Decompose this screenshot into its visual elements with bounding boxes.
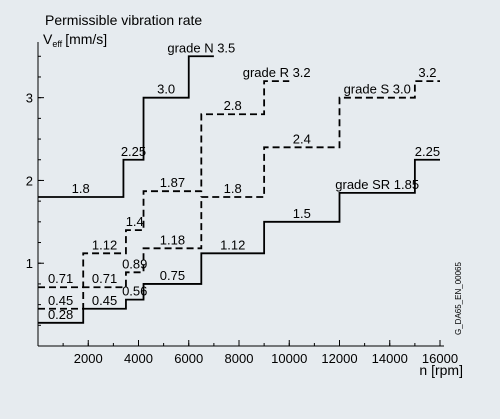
data-label-grade-sr: 1.5 — [293, 206, 311, 221]
data-label-grade-s: 1.8 — [224, 181, 242, 196]
data-label-grade-n: 1.8 — [72, 181, 90, 196]
axes: 2000 4000 6000 8000 10000 12000 14000 16000 1 2 3 — [26, 42, 458, 366]
data-label-grade-s: grade S 3.0 — [344, 82, 411, 97]
series-grade-r — [38, 80, 290, 289]
chart-title: Permissible vibration rate — [45, 12, 202, 28]
data-label-grade-sr: 0.75 — [160, 268, 185, 283]
data-label-grade-r: 1.12 — [92, 237, 117, 252]
data-label-grade-s: 1.18 — [160, 232, 185, 247]
data-labels: 1.8 2.25 3.0 grade N 3.5 0.71 1.12 1.4 1.87 2.8 g… — [48, 40, 440, 322]
x-axis-label: n [rpm] — [419, 362, 463, 378]
y-tick-label: 1 — [26, 256, 33, 271]
data-label-grade-r: 1.87 — [160, 175, 185, 190]
data-label-grade-s: 0.71 — [92, 271, 117, 286]
data-label-grade-sr: grade SR 1.85 — [335, 177, 419, 192]
data-label-grade-r: grade R 3.2 — [243, 65, 311, 80]
data-label-grade-s: 0.45 — [48, 293, 73, 308]
data-label-grade-r: 1.4 — [126, 214, 144, 229]
series-grade-sr — [38, 158, 440, 324]
x-tick-label: 6000 — [174, 351, 203, 366]
x-tick-label: 14000 — [372, 351, 408, 366]
data-label-grade-r: 2.8 — [224, 98, 242, 113]
data-label-grade-n: 3.0 — [157, 82, 175, 97]
x-tick-label: 16000 — [422, 351, 458, 366]
figure-id: G_DA65_EN_00065 — [454, 262, 463, 335]
data-label-grade-s: 3.2 — [418, 65, 436, 80]
series-grade-n — [38, 55, 214, 198]
y-axis-label: Veff [mm/s] — [43, 31, 107, 49]
data-label-grade-s: 0.89 — [122, 256, 147, 271]
data-label-grade-n: 2.25 — [121, 144, 146, 159]
data-label-grade-sr: 0.28 — [48, 307, 73, 322]
data-label-grade-sr: 0.56 — [122, 284, 147, 299]
series-layer — [38, 55, 440, 324]
x-tick-label: 12000 — [321, 351, 357, 366]
data-label-grade-s: 2.4 — [293, 131, 311, 146]
y-tick-label: 2 — [26, 173, 33, 188]
x-tick-label: 8000 — [225, 351, 254, 366]
y-tick-label: 3 — [26, 91, 33, 106]
series-grade-s — [38, 80, 440, 310]
data-label-grade-sr: 0.45 — [92, 293, 117, 308]
x-tick-label: 4000 — [124, 351, 153, 366]
x-tick-label: 10000 — [271, 351, 307, 366]
x-tick-label: 2000 — [74, 351, 103, 366]
data-label-grade-r: 0.71 — [48, 271, 73, 286]
data-label-grade-n: grade N 3.5 — [167, 40, 235, 55]
data-label-grade-sr: 2.25 — [415, 144, 440, 159]
data-label-grade-sr: 1.12 — [220, 237, 245, 252]
